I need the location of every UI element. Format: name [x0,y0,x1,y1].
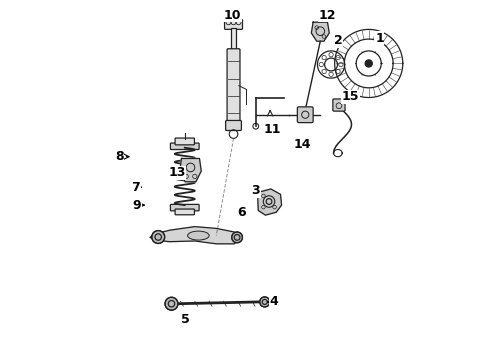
Text: 2: 2 [334,34,343,48]
Text: 1: 1 [375,32,384,45]
FancyBboxPatch shape [297,107,313,123]
FancyBboxPatch shape [231,28,236,50]
Text: 15: 15 [342,90,360,103]
Text: 5: 5 [181,313,190,327]
Polygon shape [180,158,201,182]
Circle shape [232,232,243,243]
Text: 13: 13 [168,166,186,179]
Text: 10: 10 [224,9,241,22]
FancyBboxPatch shape [175,138,195,145]
Polygon shape [150,226,242,244]
FancyBboxPatch shape [225,121,242,131]
FancyBboxPatch shape [224,19,243,30]
Circle shape [165,297,178,310]
Ellipse shape [188,231,209,240]
Text: 7: 7 [131,181,140,194]
Polygon shape [258,189,282,215]
Text: 12: 12 [318,9,336,22]
Text: 14: 14 [294,138,311,150]
FancyBboxPatch shape [333,99,345,111]
Polygon shape [311,22,329,41]
FancyBboxPatch shape [175,209,195,215]
Circle shape [365,60,372,67]
FancyBboxPatch shape [171,204,199,211]
Circle shape [152,230,165,243]
Text: 11: 11 [263,123,281,136]
FancyBboxPatch shape [171,143,199,149]
FancyBboxPatch shape [227,49,240,123]
Text: 6: 6 [237,206,245,219]
Circle shape [260,297,270,307]
Text: 9: 9 [132,199,141,212]
Text: 4: 4 [270,296,278,309]
Text: 8: 8 [115,150,124,163]
Text: 3: 3 [251,184,260,197]
